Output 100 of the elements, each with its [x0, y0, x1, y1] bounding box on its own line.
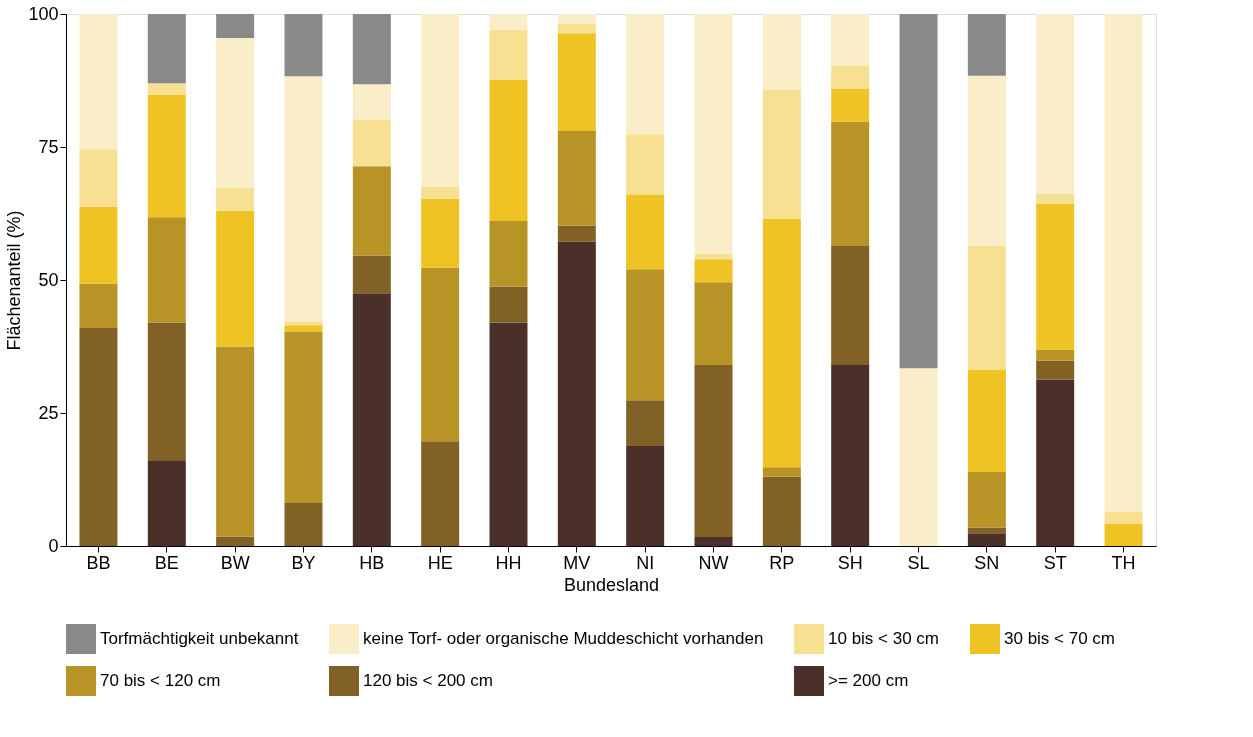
bar: [831, 65, 870, 89]
bar: [79, 283, 118, 328]
bar: [1104, 14, 1143, 512]
x-tick-label: SL: [907, 552, 930, 573]
x-tick-label: SN: [974, 552, 1000, 573]
bar: [694, 259, 733, 283]
bar: [831, 245, 870, 366]
bar: [147, 322, 186, 461]
bar: [79, 327, 118, 546]
bar: [352, 14, 391, 85]
legend-label: 120 bis < 200 cm: [363, 671, 493, 690]
bar: [147, 217, 186, 323]
y-tick-label: 100: [28, 3, 59, 24]
bar: [626, 194, 665, 270]
bar: [831, 121, 870, 246]
bar: [216, 14, 255, 38]
bar: [79, 207, 118, 284]
bar: [1036, 14, 1075, 194]
y-tick-label: 0: [48, 535, 59, 556]
x-tick-label: NW: [698, 552, 729, 573]
bar: [626, 269, 665, 401]
bar: [899, 368, 938, 546]
bar: [557, 14, 596, 25]
x-tick-label: BY: [291, 552, 316, 573]
bar: [762, 476, 801, 546]
bar: [762, 467, 801, 477]
bar: [626, 134, 665, 195]
bar: [352, 293, 391, 546]
bar: [557, 33, 596, 132]
bar: [489, 14, 528, 30]
bar: [967, 369, 1006, 473]
bar: [352, 119, 391, 167]
bar: [557, 24, 596, 34]
y-tick-label: 25: [38, 402, 59, 423]
bar: [557, 241, 596, 546]
bar: [284, 76, 323, 322]
bar: [489, 322, 528, 546]
bar: [762, 14, 801, 91]
bar: [626, 445, 665, 546]
y-tick-label: 75: [38, 136, 59, 157]
bar: [421, 14, 460, 187]
bar: [216, 210, 255, 347]
bar: [79, 14, 118, 150]
bar: [421, 267, 460, 442]
x-tick-label: ST: [1043, 552, 1067, 573]
x-tick-label: BW: [220, 552, 250, 573]
x-tick-label: NI: [636, 552, 655, 573]
x-tick-label: HE: [427, 552, 453, 573]
bar: [352, 166, 391, 256]
bar: [694, 253, 733, 260]
bar: [421, 441, 460, 546]
bar: [694, 14, 733, 254]
bar: [626, 400, 665, 446]
bar: [694, 282, 733, 366]
bar: [352, 255, 391, 294]
bar: [1036, 379, 1075, 546]
bar: [421, 186, 460, 199]
x-axis-title: Bundesland: [563, 574, 660, 595]
bar: [489, 79, 528, 221]
x-tick-label: MV: [563, 552, 591, 573]
legend-label: 30 bis < 70 cm: [1004, 629, 1116, 648]
x-tick-label: BE: [154, 552, 179, 573]
bar: [284, 325, 323, 332]
bar: [831, 88, 870, 122]
bar: [899, 14, 938, 369]
legend-label: 70 bis < 120 cm: [100, 671, 221, 690]
bar: [967, 527, 1006, 534]
bar: [762, 90, 801, 219]
legend-label: >= 200 cm: [828, 671, 909, 690]
x-tick-label: HH: [495, 552, 522, 573]
bar: [762, 218, 801, 468]
bar: [694, 365, 733, 537]
bar: [967, 533, 1006, 546]
bar: [284, 14, 323, 77]
bar: [147, 14, 186, 84]
bar: [147, 460, 186, 546]
bar: [216, 346, 255, 537]
bar: [967, 14, 1006, 76]
bar: [79, 149, 118, 208]
x-tick-label: HB: [359, 552, 385, 573]
bar: [967, 75, 1006, 246]
x-tick-label: SH: [837, 552, 863, 573]
bar: [967, 472, 1006, 528]
legend-label: Torfmächtigkeit unbekannt: [100, 629, 299, 648]
legend-label: keine Torf- oder organische Muddeschicht vorhanden: [363, 629, 764, 648]
bar: [557, 131, 596, 226]
bar: [1104, 523, 1143, 546]
bar: [489, 29, 528, 80]
bar: [147, 83, 186, 95]
bar: [967, 245, 1006, 370]
bar: [352, 84, 391, 120]
bar: [216, 187, 255, 211]
bar: [489, 220, 528, 287]
bar: [557, 225, 596, 242]
bar: [489, 286, 528, 323]
bar: [831, 14, 870, 66]
bar: [694, 536, 733, 546]
bar: [216, 536, 255, 546]
bar: [284, 321, 323, 326]
y-tick-label: 50: [38, 269, 59, 290]
